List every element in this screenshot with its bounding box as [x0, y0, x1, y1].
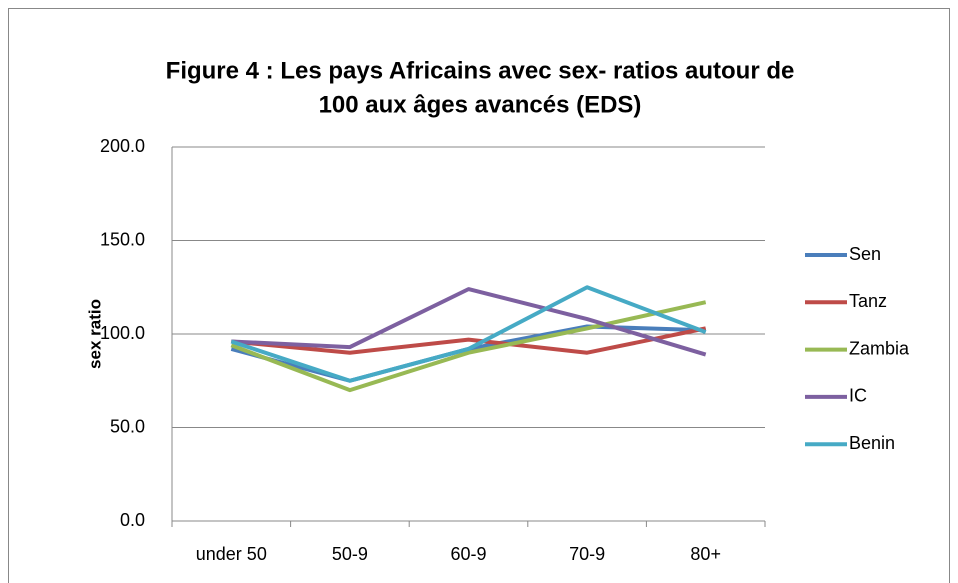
legend-label: Tanz [849, 291, 887, 311]
series-line [231, 326, 707, 355]
x-tick-label: 80+ [690, 544, 721, 564]
y-tick-label: 100.0 [100, 323, 145, 343]
y-tick-label: 150.0 [100, 229, 145, 249]
legend-label: Sen [849, 244, 881, 264]
x-tick-label: 50-9 [332, 544, 368, 564]
legend-label: Benin [849, 433, 895, 453]
y-tick-label: 200.0 [100, 136, 145, 156]
series-line [230, 300, 707, 393]
chart-title: Figure 4 : Les pays Africains avec sex- … [166, 57, 795, 84]
chart-frame [8, 8, 950, 583]
x-tick-label: under 50 [196, 544, 267, 564]
x-tick-label: 70-9 [569, 544, 605, 564]
y-axis-label: sex ratio [85, 299, 104, 369]
x-tick-label: 60-9 [450, 544, 486, 564]
legend-label: Zambia [849, 338, 910, 358]
legend-label: IC [849, 386, 867, 406]
series-line [230, 285, 707, 383]
chart-title: 100 aux âges avancés (EDS) [319, 91, 642, 118]
series-line [231, 287, 707, 357]
y-tick-label: 50.0 [110, 416, 145, 436]
y-tick-label: 0.0 [120, 510, 145, 530]
